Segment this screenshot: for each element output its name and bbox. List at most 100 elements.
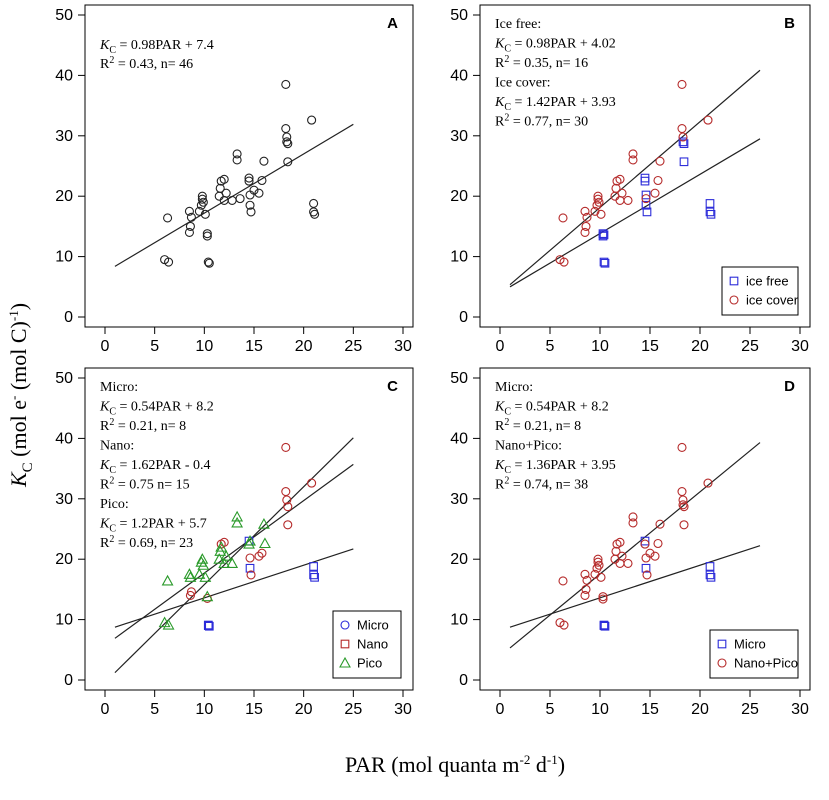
data-point <box>582 212 592 222</box>
legend-label: Micro <box>357 618 389 633</box>
x-tick-label: 0 <box>101 701 110 718</box>
data-point <box>202 231 212 241</box>
data-point <box>677 124 687 134</box>
data-point <box>581 221 591 231</box>
data-point <box>677 442 687 453</box>
x-tick-label: 20 <box>691 701 709 718</box>
data-point <box>628 149 638 159</box>
data-point <box>706 572 716 582</box>
data-point <box>599 230 609 240</box>
data-point <box>599 621 609 630</box>
x-tick-label: 15 <box>641 338 659 355</box>
data-point <box>161 574 174 586</box>
annotation: Ice cover: <box>495 76 551 91</box>
annotation: R2 = 0.69, n= 23 <box>100 534 193 551</box>
data-point <box>164 257 174 267</box>
data-point <box>232 155 242 165</box>
x-tick-label: 10 <box>195 701 213 718</box>
data-point <box>623 195 633 205</box>
plot-frame <box>479 367 811 691</box>
data-point <box>203 621 213 630</box>
data-point <box>705 570 715 580</box>
y-tick-label: 0 <box>64 672 73 689</box>
data-point <box>218 557 231 568</box>
plot-frame <box>84 367 414 691</box>
regression-line <box>114 123 354 267</box>
data-point <box>655 156 665 166</box>
data-point <box>310 572 319 582</box>
data-point <box>245 553 255 563</box>
x-tick-label: 0 <box>496 338 505 355</box>
data-point <box>598 592 608 602</box>
legend-marker <box>340 639 350 649</box>
data-point <box>611 546 621 556</box>
annotation: Nano+Pico: <box>495 439 562 454</box>
x-tick-label: 20 <box>295 338 313 355</box>
data-point <box>158 616 171 628</box>
data-point <box>653 538 663 549</box>
data-point <box>703 478 713 488</box>
legend-marker <box>717 639 727 649</box>
data-point <box>226 557 239 568</box>
x-tick-label: 15 <box>641 701 659 718</box>
data-point <box>679 520 689 530</box>
data-point <box>194 206 204 216</box>
regression-line <box>114 437 354 674</box>
x-tick-label: 5 <box>546 701 555 718</box>
data-point <box>185 221 195 231</box>
data-point <box>599 257 609 267</box>
data-point <box>281 124 291 134</box>
legend-marker <box>339 656 351 668</box>
regression-line <box>114 548 354 628</box>
data-point <box>231 510 244 522</box>
annotation: KC = 1.2PAR + 5.7 <box>99 517 207 535</box>
data-point <box>641 200 651 210</box>
data-point <box>628 155 638 165</box>
data-point <box>254 188 264 198</box>
data-point <box>307 478 317 488</box>
data-point <box>307 115 317 125</box>
data-point <box>653 175 663 186</box>
data-point <box>590 569 600 579</box>
panel-letter: B <box>784 15 795 32</box>
annotation: Pico: <box>100 497 129 512</box>
data-point <box>611 183 621 193</box>
y-tick-label: 0 <box>459 672 468 689</box>
annotation: R2 = 0.21, n= 8 <box>495 417 581 434</box>
data-point <box>559 620 569 630</box>
annotation: R2 = 0.74, n= 38 <box>495 476 588 493</box>
data-point <box>282 495 292 505</box>
y-tick-label: 50 <box>55 370 73 387</box>
data-point <box>628 512 638 522</box>
data-point <box>243 537 255 549</box>
data-point <box>581 584 591 594</box>
y-tick-label: 40 <box>55 430 73 447</box>
y-tick-label: 50 <box>450 7 468 24</box>
y-tick-label: 50 <box>450 370 468 387</box>
x-tick-label: 30 <box>394 338 412 355</box>
data-point <box>655 519 665 529</box>
data-point <box>257 175 267 186</box>
data-point <box>615 537 625 547</box>
data-point <box>310 209 320 219</box>
data-point <box>215 183 225 193</box>
annotation: Ice free: <box>495 17 541 32</box>
data-point <box>186 587 196 597</box>
data-point <box>580 569 590 579</box>
legend-label: ice cover <box>746 293 799 308</box>
data-point <box>232 149 242 159</box>
x-tick-label: 20 <box>295 701 313 718</box>
y-tick-label: 20 <box>450 188 468 205</box>
x-tick-label: 10 <box>591 338 609 355</box>
data-point <box>282 137 292 147</box>
data-point <box>254 551 264 561</box>
x-tick-label: 5 <box>546 338 555 355</box>
data-point <box>183 568 196 579</box>
annotation: KC = 0.54PAR + 8.2 <box>494 400 609 418</box>
y-tick-label: 10 <box>450 249 468 266</box>
data-point <box>235 194 245 204</box>
data-point <box>185 590 195 600</box>
data-point <box>580 227 590 237</box>
data-point <box>593 191 603 201</box>
regression-line <box>509 545 761 628</box>
